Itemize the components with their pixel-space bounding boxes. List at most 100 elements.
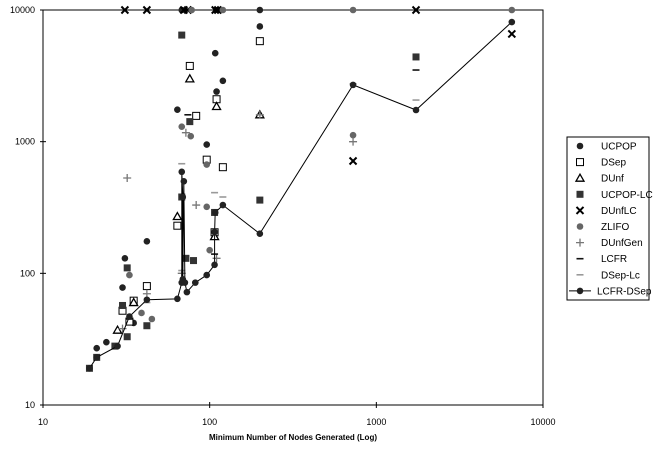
data-point-zlifo — [349, 131, 357, 139]
x-tick-label: 100 — [202, 417, 217, 427]
data-point-dsep — [255, 37, 264, 46]
data-point-dunflc — [507, 29, 517, 39]
data-point-lcfr-dsep — [211, 261, 218, 269]
data-point-lcfr-dsep — [178, 168, 186, 176]
data-point-lcfr-dsep — [179, 193, 187, 201]
y-tick-label: 10000 — [10, 5, 35, 15]
legend-label: UCPOP — [601, 142, 637, 153]
data-point-zlifo — [203, 161, 211, 168]
data-point-lcfr-dsep — [143, 296, 151, 304]
data-point-lcfr-dsep — [181, 279, 189, 286]
data-point-ucpop — [93, 344, 101, 352]
data-point-zlifo — [126, 271, 133, 279]
y-tick-label: 100 — [20, 268, 35, 278]
data-point-dunf — [172, 211, 183, 221]
data-point-ucpop — [143, 238, 151, 245]
legend-marker — [576, 223, 584, 230]
legend-label: DUnf — [601, 174, 624, 185]
data-point-zlifo — [508, 6, 516, 14]
legend-marker — [576, 142, 584, 150]
legend-entry-dunfgen: DUnfGen — [576, 238, 643, 249]
legend-entry-dunflc: DUnfLC — [575, 206, 637, 217]
x-tick-label: 10000 — [530, 417, 555, 427]
data-point-dsep — [192, 111, 201, 120]
data-point-ucpop-lc — [123, 333, 131, 341]
data-point-dunflc — [348, 156, 358, 166]
data-point-dunfgen — [123, 173, 132, 182]
legend-entry-dsep: DSep — [576, 158, 626, 169]
series-dunflc — [120, 5, 517, 166]
data-point-dunfgen — [118, 324, 127, 333]
data-point-dunflc — [120, 5, 130, 15]
legend-label: LCFR — [601, 254, 627, 265]
data-point-ucpop — [256, 23, 264, 30]
legend-marker — [576, 190, 584, 198]
data-point-lcfr-dsep — [126, 313, 133, 320]
legend: UCPOP DSep DUnf UCPOP-LC DUnfLC ZLIFO DUnfGen L… — [566, 136, 653, 301]
x-tick-label: 10 — [38, 417, 48, 427]
data-point-dunfgen — [192, 201, 201, 210]
data-point-dunflc — [211, 5, 220, 15]
data-point-dunfgen — [142, 289, 151, 298]
data-point-dunfgen — [349, 137, 358, 146]
data-point-lcfr-dsep — [174, 295, 181, 303]
x-axis-label: Minimum Number of Nodes Generated (Log) — [209, 433, 377, 442]
legend-label: DUnfGen — [601, 238, 643, 249]
legend-entry-lcfr-dsep: LCFR-DSep — [569, 286, 652, 297]
series-ucpop — [93, 6, 264, 352]
legend-label: DSep-Lc — [601, 270, 640, 281]
legend-label: ZLIFO — [601, 222, 630, 233]
data-point-dsep — [173, 221, 182, 230]
data-point-zlifo — [349, 6, 357, 14]
series-lcfr — [125, 69, 420, 320]
data-point-lcfr-dsep — [349, 81, 357, 89]
legend-label: UCPOP-LC — [601, 190, 653, 201]
y-tick-label: 1000 — [15, 137, 35, 147]
data-point-ucpop-lc — [119, 301, 127, 309]
data-point-ucpop — [256, 6, 264, 14]
data-point-ucpop-lc — [186, 118, 194, 126]
data-point-dsep — [142, 282, 151, 291]
legend-label: DSep — [601, 158, 626, 169]
data-point-lcfr-dsep — [256, 230, 264, 237]
data-point-ucpop — [203, 141, 211, 148]
data-point-ucpop-lc — [412, 53, 420, 61]
data-point-ucpop — [211, 49, 219, 57]
series-zlifo — [126, 6, 516, 323]
data-point-ucpop-lc — [190, 257, 198, 265]
data-point-lcfr-dsep — [211, 228, 218, 236]
data-point-lcfr-dsep — [86, 364, 93, 372]
data-point-ucpop — [213, 88, 220, 95]
legend-entry-zlifo: ZLIFO — [576, 222, 630, 233]
data-point-ucpop-lc — [143, 322, 151, 330]
data-point-ucpop-lc — [123, 264, 131, 272]
data-point-dunf — [211, 101, 222, 111]
data-point-ucpop — [174, 106, 181, 113]
data-point-zlifo — [148, 315, 156, 323]
legend-marker — [575, 206, 585, 215]
data-point-zlifo — [138, 309, 145, 317]
data-point-lcfr-dsep — [192, 279, 199, 286]
data-point-lcfr-dsep — [180, 178, 188, 185]
data-point-dsep — [185, 61, 194, 70]
data-point-zlifo — [187, 132, 195, 140]
legend-marker — [574, 172, 586, 182]
data-point-dunflc — [142, 5, 152, 15]
data-point-lcfr-dsep — [508, 18, 516, 26]
data-point-lcfr-dsep — [211, 209, 219, 216]
data-point-dunf — [128, 297, 139, 307]
data-point-ucpop — [121, 255, 129, 262]
legend-marker — [576, 158, 584, 167]
data-point-ucpop — [119, 284, 126, 291]
legend-entry-dunf: DUnf — [574, 172, 624, 185]
legend-entry-dsep-lc: DSep-Lc — [576, 270, 640, 281]
legend-entry-ucpop: UCPOP — [576, 142, 637, 153]
data-point-dunf — [112, 324, 123, 334]
data-point-lcfr-dsep — [219, 201, 227, 209]
data-point-lcfr-dsep — [114, 342, 121, 350]
data-point-ucpop — [219, 77, 227, 85]
data-point-lcfr-dsep — [412, 106, 420, 114]
plot-marks — [85, 5, 517, 372]
data-point-dunf — [184, 73, 195, 83]
